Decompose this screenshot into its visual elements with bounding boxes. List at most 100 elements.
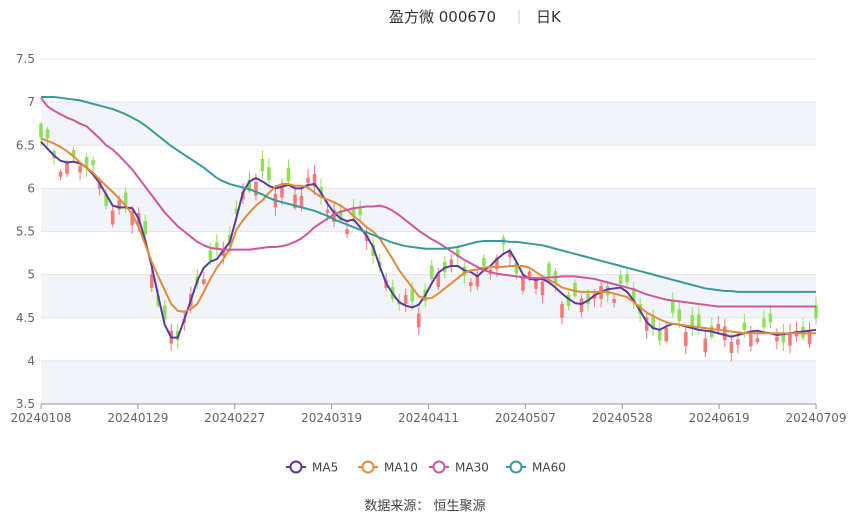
candle-body: [215, 242, 219, 249]
candle-body: [338, 211, 343, 220]
candle-body: [690, 314, 695, 328]
candle-body: [299, 195, 304, 208]
candle-body: [683, 332, 688, 346]
candle-body: [781, 332, 786, 343]
legend-item-ma10[interactable]: MA10: [358, 460, 418, 475]
candle-body: [143, 221, 147, 235]
y-tick-label: 5.5: [16, 225, 35, 239]
y-tick-label: 4: [27, 354, 35, 368]
candle-body: [475, 274, 480, 287]
plot-band: [41, 59, 816, 103]
y-tick-label: 7.5: [16, 52, 35, 66]
candle-body: [573, 282, 577, 297]
candle-body: [39, 123, 43, 138]
candle-body: [807, 330, 812, 345]
ma5-line: [40, 141, 817, 339]
candle-body: [260, 158, 265, 172]
legend-marker: [361, 460, 375, 474]
legend-label: MA60: [532, 461, 566, 475]
x-axis: 20240108 20240129 20240227 20240319 20240411…: [10, 403, 847, 425]
legend[interactable]: MA5 MA10 MA30 MA60: [286, 460, 566, 475]
candle-body: [716, 323, 721, 331]
chart-title: 盈方微 000670: [389, 8, 496, 26]
candle-body: [371, 244, 375, 256]
candle-body: [456, 249, 460, 257]
y-tick-label: 6: [27, 181, 35, 195]
candle-body: [579, 298, 584, 313]
legend-item-ma60[interactable]: MA60: [506, 460, 566, 475]
candle-body: [644, 317, 649, 331]
candle-body: [788, 332, 792, 346]
plot-band: [41, 360, 816, 404]
candle-body: [78, 166, 82, 173]
candle-body: [527, 271, 532, 280]
y-tick-label: 4.5: [16, 311, 35, 325]
candle-body: [677, 309, 682, 322]
candle-body: [664, 327, 669, 342]
candle-body: [325, 209, 330, 214]
candle-body: [547, 263, 551, 276]
plot-band: [41, 145, 816, 189]
candle-body: [521, 277, 525, 291]
candle-body: [71, 149, 76, 157]
ma30-line: [40, 97, 816, 308]
candle-body: [280, 187, 284, 198]
x-tick-label: 20240227: [204, 411, 265, 425]
candle-body: [566, 294, 571, 307]
candle-body: [312, 173, 317, 187]
y-tick-label: 6.5: [16, 138, 35, 152]
plot-band: [41, 274, 816, 318]
legend-label: MA10: [384, 461, 418, 475]
y-axis: 3.5 4 4.5 5 5.5 6 6.5 7 7.5: [16, 52, 35, 411]
candle-body: [410, 288, 415, 302]
candle-body: [482, 257, 486, 266]
x-tick-label: 20240129: [107, 411, 168, 425]
candle-body: [729, 341, 734, 353]
legend-marker: [432, 460, 446, 474]
candle-body: [351, 206, 356, 217]
candle-body: [293, 194, 297, 208]
x-tick-label: 20240619: [689, 411, 750, 425]
candle-body: [651, 315, 655, 330]
chart-period: 日K: [536, 8, 562, 26]
legend-marker: [509, 460, 523, 474]
candle-body: [436, 273, 441, 287]
candle-body: [332, 209, 336, 222]
candle-body: [117, 200, 121, 210]
data-source: 数据来源： 恒生聚源: [364, 499, 485, 514]
candle-body: [254, 182, 258, 196]
legend-item-ma30[interactable]: MA30: [429, 460, 489, 475]
candle-body: [449, 259, 454, 265]
candle-body: [267, 167, 271, 181]
y-tick-label: 5: [27, 268, 35, 282]
candle-body: [749, 334, 753, 347]
y-tick-label: 3.5: [16, 397, 35, 411]
candle-body: [768, 313, 773, 322]
x-tick-label: 20240319: [301, 411, 362, 425]
candle-body: [514, 262, 519, 274]
plot-band: [41, 188, 816, 232]
plot-band: [41, 231, 816, 275]
candle-body: [638, 303, 642, 314]
candle-body: [358, 208, 362, 216]
candle-body: [247, 179, 252, 192]
x-tick-label: 20240108: [10, 411, 71, 425]
x-tick-label: 20240709: [785, 411, 846, 425]
candle-body: [306, 177, 310, 183]
candle-body: [65, 162, 69, 174]
candle-body: [625, 274, 629, 283]
candle-body: [469, 282, 473, 286]
candle-body: [221, 249, 226, 256]
candle-body: [495, 257, 499, 270]
candle-body: [657, 329, 662, 341]
candle-body: [345, 229, 349, 234]
legend-marker: [289, 460, 303, 474]
legend-label: MA30: [455, 461, 489, 475]
candle-body: [130, 211, 134, 226]
legend-item-ma5[interactable]: MA5: [286, 460, 338, 475]
legend-label: MA5: [312, 461, 338, 475]
candle-body: [814, 305, 818, 319]
x-tick-label: 20240507: [495, 411, 556, 425]
grid-lines: [41, 58, 816, 405]
